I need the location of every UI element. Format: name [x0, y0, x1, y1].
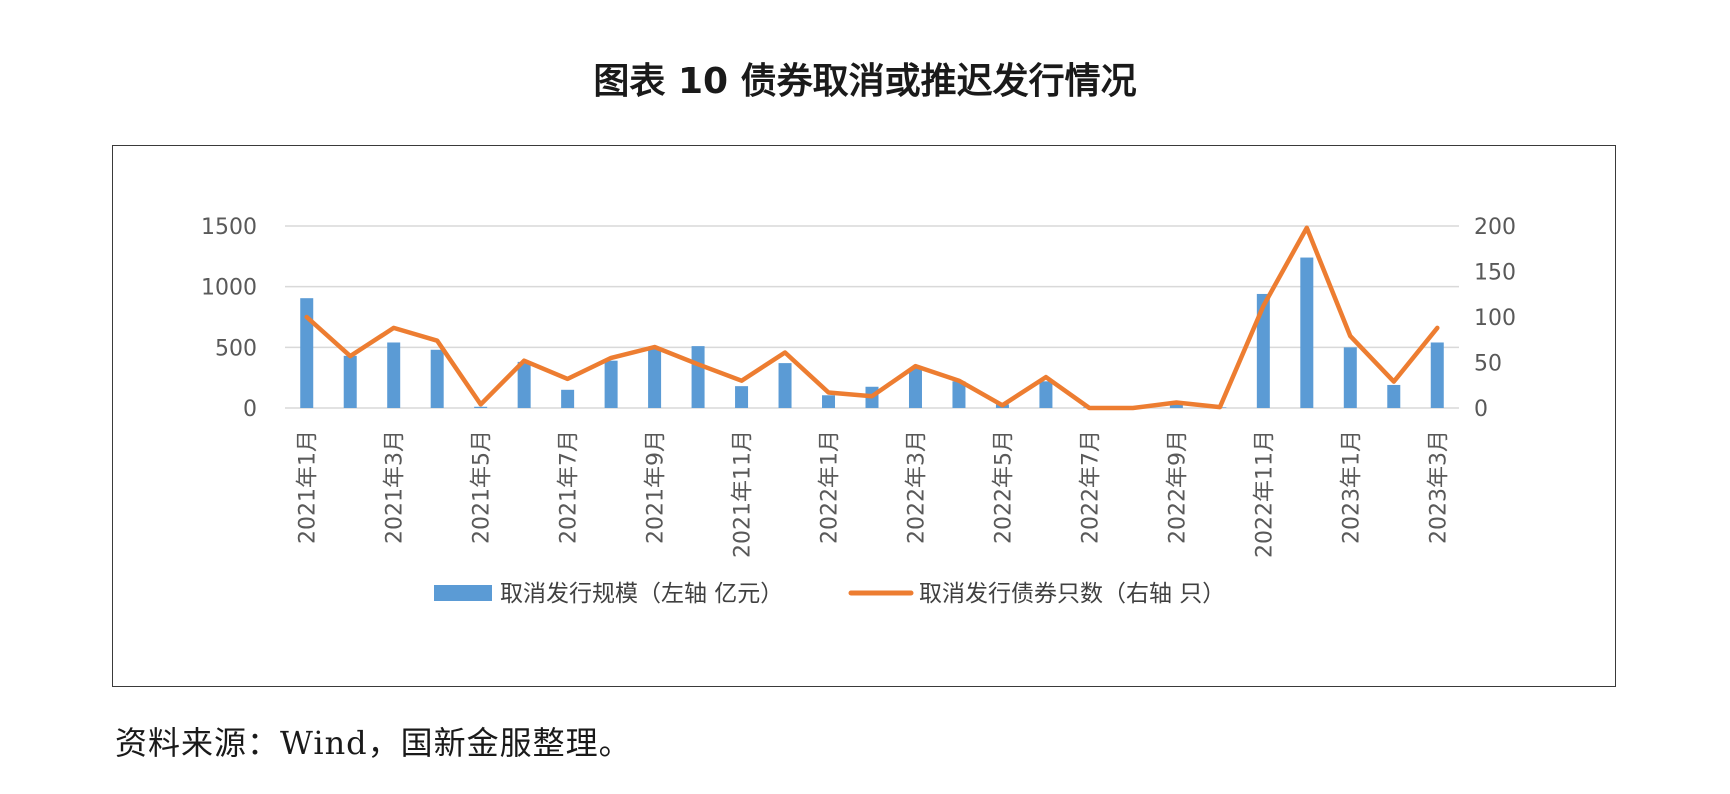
right-axis-tick-label: 50 [1474, 352, 1502, 377]
x-axis-tick-label: 2021年7月 [557, 430, 582, 544]
legend-label-bar: 取消发行规模（左轴 亿元） [500, 581, 783, 607]
bar [343, 355, 357, 408]
bar [1169, 404, 1183, 408]
x-axis-tick-label: 2022年7月 [1078, 430, 1103, 544]
right-axis-tick-label: 150 [1474, 261, 1516, 286]
x-axis-ticks: 2021年1月 2021年3月 2021年5月 2021年7月 2021年9月 2021年… [296, 430, 1452, 558]
bar [517, 361, 531, 408]
bar [691, 346, 705, 408]
x-axis-tick-label: 2021年5月 [470, 430, 495, 544]
right-axis-tick-label: 0 [1474, 397, 1488, 422]
x-axis-tick-label: 2023年3月 [1426, 430, 1451, 544]
bar [1430, 342, 1444, 408]
left-axis-tick-label: 1500 [201, 215, 257, 240]
bar [1343, 347, 1357, 408]
bar [430, 349, 444, 408]
bar [822, 395, 836, 408]
legend-swatch-bar [434, 585, 492, 601]
legend-label-line: 取消发行债券只数（右轴 只） [919, 581, 1225, 607]
bar [735, 386, 749, 408]
bar [1256, 293, 1270, 408]
left-axis-tick-label: 1000 [201, 276, 257, 301]
bar [952, 381, 966, 408]
left-axis-tick-label: 0 [243, 397, 257, 422]
chart-frame: 0 500 1000 1500 0 50 100 150 200 2021年1月 2021年3月… [112, 145, 1616, 687]
legend: 取消发行规模（左轴 亿元） 取消发行债券只数（右轴 只） [434, 581, 1225, 607]
x-axis-tick-label: 2022年5月 [991, 430, 1016, 544]
x-axis-tick-label: 2022年1月 [818, 430, 843, 544]
right-axis-ticks: 0 50 100 150 200 [1474, 215, 1516, 422]
x-axis-tick-label: 2021年3月 [383, 430, 408, 544]
gridlines [285, 225, 1459, 409]
right-axis-tick-label: 200 [1474, 215, 1516, 240]
bar [1387, 384, 1401, 408]
x-axis-tick-label: 2021年11月 [731, 430, 756, 558]
bar [474, 406, 488, 408]
line-series [304, 225, 1440, 411]
source-note: 资料来源：Wind，国新金服整理。 [115, 724, 632, 762]
bar [908, 367, 922, 408]
bar [561, 389, 575, 408]
bar [1039, 381, 1053, 408]
x-axis-tick-label: 2021年1月 [296, 430, 321, 544]
x-axis-tick-label: 2022年3月 [904, 430, 929, 544]
chart-title: 图表 10 债券取消或推迟发行情况 [593, 61, 1137, 102]
x-axis-tick-label: 2023年1月 [1339, 430, 1364, 544]
left-axis-ticks: 0 500 1000 1500 [201, 215, 257, 422]
bar [387, 342, 401, 408]
bar [604, 360, 618, 408]
x-axis-tick-label: 2022年11月 [1252, 430, 1277, 558]
bar-series [300, 257, 1444, 408]
chart-plot: 0 500 1000 1500 0 50 100 150 200 2021年1月 2021年3月… [201, 215, 1516, 607]
bar [1300, 257, 1314, 408]
x-axis-tick-label: 2022年9月 [1165, 430, 1190, 544]
right-axis-tick-label: 100 [1474, 306, 1516, 331]
left-axis-tick-label: 500 [215, 336, 257, 361]
bar [778, 363, 792, 408]
bar [300, 298, 314, 408]
x-axis-tick-label: 2021年9月 [644, 430, 669, 544]
bar [648, 348, 662, 408]
